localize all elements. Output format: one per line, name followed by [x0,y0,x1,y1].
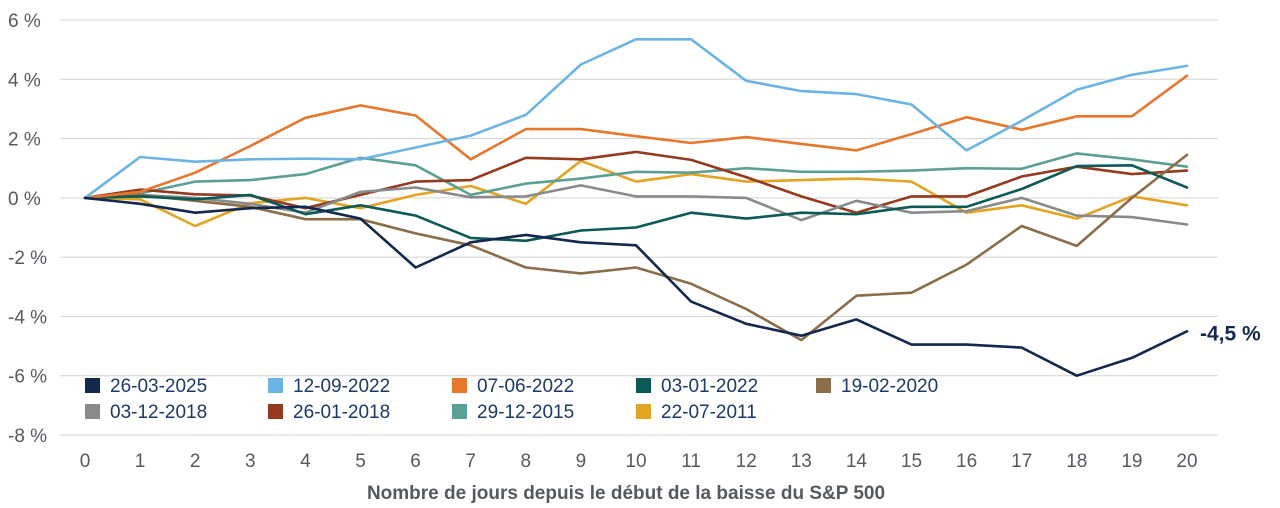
x-axis: 0 1 2 3 4 5 6 7 8 9 10 11 12 13 14 15 16 17 18 19 20 [80,451,1198,472]
legend-label: 29-12-2015 [477,402,574,423]
x-tick-label: 11 [681,451,701,472]
y-tick-label: 4 % [8,70,41,91]
series-lines [83,37,1189,378]
y-tick-label: 0 % [8,189,41,210]
legend-item: 07-06-2022 [452,376,574,397]
x-tick-label: 19 [1121,451,1142,472]
legend-item: 26-03-2025 [85,376,207,397]
legend-label: 26-03-2025 [110,376,207,397]
series-line-12-09-2022 [83,37,1189,200]
x-tick-label: 0 [80,451,91,472]
x-tick-label: 15 [901,451,922,472]
legend-label: 12-09-2022 [293,376,390,397]
legend-swatch [452,404,467,419]
legend-label: 26-01-2018 [293,402,390,423]
legend-item: 12-09-2022 [268,376,390,397]
x-tick-label: 9 [576,451,587,472]
x-tick-label: 3 [245,451,256,472]
x-tick-label: 1 [135,451,146,472]
x-tick-label: 4 [300,451,311,472]
y-tick-label: 6 % [8,11,41,32]
y-tick-label: -8 % [8,426,47,447]
x-tick-label: 13 [791,451,812,472]
series-line-26-03-2025 [83,196,1189,378]
x-tick-label: 6 [410,451,421,472]
legend-item: 22-07-2011 [636,402,757,423]
legend: 26-03-2025 12-09-2022 07-06-2022 03-01-2022… [85,376,938,423]
legend-swatch [636,378,651,393]
x-tick-label: 7 [465,451,476,472]
x-tick-label: 20 [1176,451,1197,472]
x-tick-label: 8 [521,451,532,472]
series-line-03-01-2022 [83,164,1189,243]
x-tick-label: 16 [956,451,977,472]
y-tick-label: 2 % [8,130,41,151]
x-tick-label: 18 [1066,451,1087,472]
legend-item: 29-12-2015 [452,402,574,423]
legend-item: 03-12-2018 [85,402,207,423]
legend-swatch [85,378,100,393]
series-line-19-02-2020 [83,153,1189,342]
series-line-07-06-2022 [83,74,1189,200]
legend-swatch [816,378,831,393]
legend-swatch [268,378,283,393]
legend-label: 03-01-2022 [661,376,758,397]
gridlines [60,19,1218,436]
x-tick-label: 2 [190,451,201,472]
legend-label: 07-06-2022 [477,376,574,397]
x-tick-label: 10 [625,451,646,472]
legend-swatch [85,404,100,419]
end-value-annotation: -4,5 % [1200,322,1261,345]
legend-swatch [636,404,651,419]
y-tick-label: -4 % [8,307,47,328]
y-tick-label: -2 % [8,248,47,269]
legend-label: 22-07-2011 [661,402,757,423]
legend-item: 26-01-2018 [268,402,390,423]
legend-label: 19-02-2020 [841,376,938,397]
y-axis: 6 % 4 % 2 % 0 % -2 % -4 % -6 % -8 % [8,11,47,447]
x-axis-title: Nombre de jours depuis le début de la ba… [367,483,885,504]
legend-label: 03-12-2018 [110,402,207,423]
series-line-29-12-2015 [83,152,1189,200]
legend-swatch [452,378,467,393]
x-tick-label: 14 [846,451,868,472]
series-line-26-01-2018 [83,150,1189,214]
legend-item: 19-02-2020 [816,376,938,397]
legend-swatch [268,404,283,419]
legend-item: 03-01-2022 [636,376,758,397]
x-tick-label: 5 [355,451,366,472]
y-tick-label: -6 % [8,367,47,388]
x-tick-label: 12 [736,451,757,472]
x-tick-label: 17 [1011,451,1032,472]
